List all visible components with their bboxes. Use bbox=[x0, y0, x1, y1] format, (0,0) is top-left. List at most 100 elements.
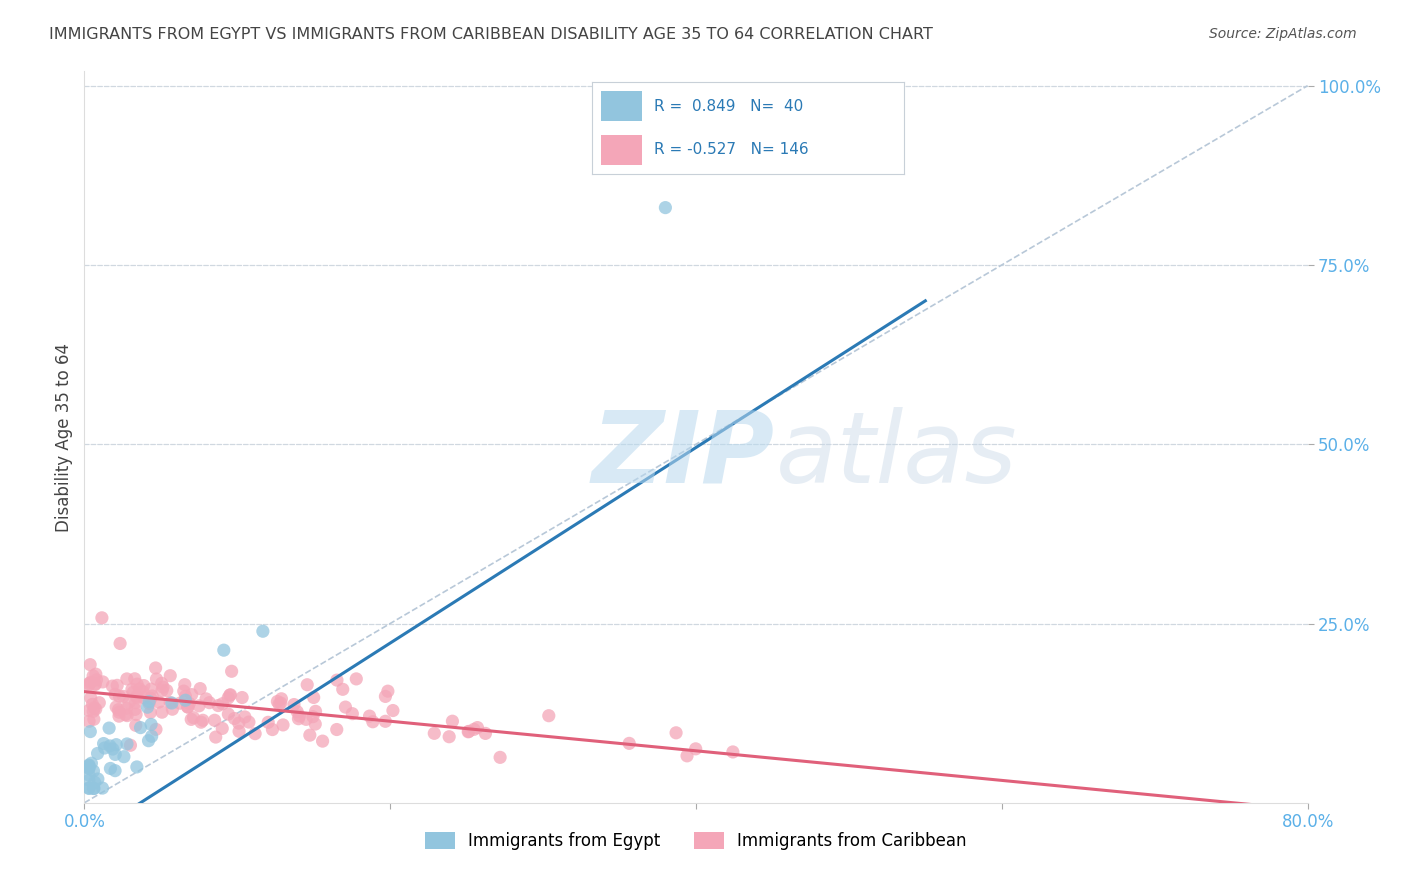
Point bbox=[335, 700, 357, 714]
Point bbox=[474, 726, 496, 740]
Point bbox=[134, 690, 156, 705]
Point bbox=[160, 696, 183, 710]
Point bbox=[217, 707, 239, 722]
Point bbox=[107, 703, 129, 717]
Point bbox=[108, 705, 131, 719]
Point bbox=[457, 724, 479, 739]
Point bbox=[124, 702, 146, 716]
Point bbox=[721, 745, 744, 759]
Point bbox=[174, 690, 197, 704]
Point bbox=[224, 711, 246, 725]
Point bbox=[77, 773, 100, 788]
Point bbox=[132, 685, 155, 699]
Point bbox=[198, 696, 221, 710]
Point bbox=[108, 709, 131, 723]
Point bbox=[302, 709, 325, 723]
Point bbox=[128, 681, 150, 696]
Point bbox=[685, 742, 707, 756]
Point bbox=[217, 690, 239, 705]
Point bbox=[204, 730, 226, 744]
Point bbox=[183, 711, 205, 725]
Point bbox=[124, 672, 146, 686]
Point bbox=[77, 703, 100, 717]
Point bbox=[287, 712, 309, 726]
Point bbox=[86, 673, 108, 687]
Point bbox=[141, 689, 163, 703]
Point bbox=[218, 688, 240, 702]
Point bbox=[98, 721, 121, 735]
Point bbox=[104, 747, 127, 762]
Point bbox=[176, 700, 198, 714]
Point bbox=[105, 678, 128, 692]
Point bbox=[138, 733, 160, 747]
Point bbox=[228, 724, 250, 739]
Point bbox=[374, 714, 396, 729]
Point bbox=[211, 722, 233, 736]
Point bbox=[84, 677, 107, 691]
Point bbox=[79, 657, 101, 672]
Point bbox=[295, 712, 318, 726]
Point bbox=[173, 684, 195, 698]
Point bbox=[191, 714, 214, 728]
Point bbox=[489, 750, 512, 764]
Point bbox=[145, 723, 167, 737]
Point bbox=[204, 713, 226, 727]
Point bbox=[211, 697, 233, 711]
Point bbox=[125, 707, 148, 722]
Point bbox=[118, 696, 141, 710]
Point bbox=[77, 768, 100, 782]
Point bbox=[361, 714, 384, 729]
Point bbox=[262, 723, 284, 737]
Point bbox=[243, 726, 266, 740]
Y-axis label: Disability Age 35 to 64: Disability Age 35 to 64 bbox=[55, 343, 73, 532]
Point bbox=[257, 715, 280, 730]
Point bbox=[150, 683, 173, 698]
Text: IMMIGRANTS FROM EGYPT VS IMMIGRANTS FROM CARIBBEAN DISABILITY AGE 35 TO 64 CORRE: IMMIGRANTS FROM EGYPT VS IMMIGRANTS FROM… bbox=[49, 27, 934, 42]
Point bbox=[169, 696, 191, 710]
Point bbox=[138, 694, 160, 708]
Point bbox=[90, 611, 112, 625]
Point bbox=[138, 696, 160, 710]
Point bbox=[104, 764, 127, 778]
Point bbox=[159, 669, 181, 683]
Point bbox=[177, 700, 200, 714]
Point bbox=[271, 718, 294, 732]
Point bbox=[377, 684, 399, 698]
Point bbox=[115, 672, 138, 686]
Point bbox=[219, 688, 242, 702]
Text: ZIP: ZIP bbox=[592, 407, 775, 504]
Point bbox=[84, 667, 107, 681]
Point bbox=[283, 698, 305, 712]
Point bbox=[83, 701, 105, 715]
Point bbox=[93, 741, 115, 756]
Point bbox=[437, 730, 460, 744]
Point bbox=[150, 705, 173, 719]
Point bbox=[269, 697, 291, 711]
Point bbox=[304, 717, 326, 731]
Point bbox=[80, 690, 103, 705]
Point bbox=[108, 690, 131, 704]
Point bbox=[115, 701, 138, 715]
Point bbox=[115, 737, 138, 751]
Point bbox=[423, 726, 446, 740]
Text: Source: ZipAtlas.com: Source: ZipAtlas.com bbox=[1209, 27, 1357, 41]
Point bbox=[86, 747, 108, 761]
Text: atlas: atlas bbox=[776, 407, 1017, 504]
Point bbox=[326, 673, 349, 687]
Point bbox=[228, 716, 250, 731]
Point bbox=[125, 690, 148, 704]
Point bbox=[89, 696, 111, 710]
Point bbox=[288, 709, 311, 723]
Point bbox=[132, 679, 155, 693]
Point bbox=[125, 718, 148, 732]
Point bbox=[84, 677, 107, 691]
Point bbox=[374, 690, 396, 704]
Point bbox=[295, 678, 318, 692]
Point bbox=[125, 677, 148, 691]
Point bbox=[79, 675, 101, 690]
Point bbox=[162, 702, 184, 716]
Point bbox=[82, 704, 104, 718]
Point bbox=[173, 678, 195, 692]
Point bbox=[266, 694, 288, 708]
Point bbox=[238, 715, 260, 730]
